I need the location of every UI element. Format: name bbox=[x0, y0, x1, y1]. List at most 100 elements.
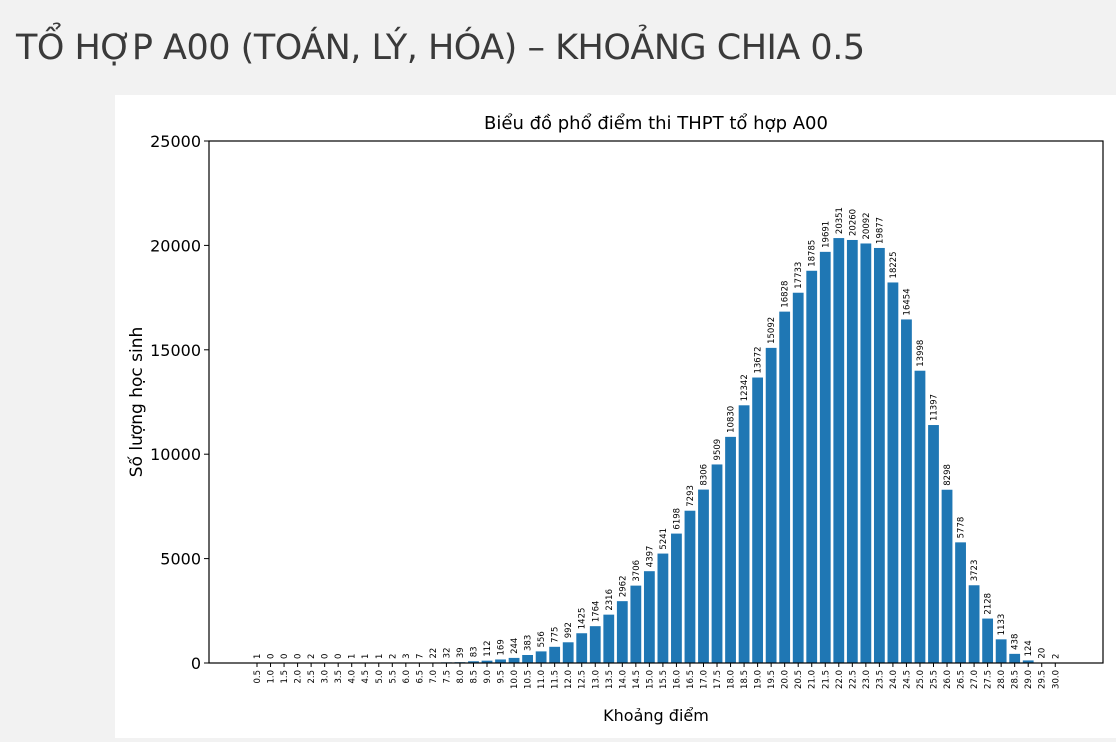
y-tick-label: 15000 bbox=[150, 341, 201, 360]
x-tick-label: 13.5 bbox=[605, 670, 615, 689]
bar bbox=[820, 252, 831, 663]
bar-value-label: 0 bbox=[280, 654, 290, 659]
x-tick-label: 10.0 bbox=[510, 670, 520, 689]
x-tick-label: 1.5 bbox=[280, 670, 290, 684]
x-tick-label: 5.0 bbox=[375, 670, 385, 684]
x-tick-label: 12.0 bbox=[564, 670, 574, 689]
x-tick-label: 15.0 bbox=[645, 670, 655, 689]
x-tick-label: 0.5 bbox=[253, 670, 263, 684]
bar-value-label: 16828 bbox=[781, 281, 791, 308]
bar-value-label: 3723 bbox=[970, 560, 980, 582]
x-tick-label: 24.5 bbox=[902, 670, 912, 689]
bar-value-label: 0 bbox=[334, 654, 344, 659]
bar-value-label: 6198 bbox=[672, 508, 682, 530]
bar-value-label: 0 bbox=[321, 654, 331, 659]
bar bbox=[1009, 654, 1020, 663]
bar-value-label: 5241 bbox=[659, 528, 669, 550]
bar bbox=[779, 312, 790, 663]
x-tick-label: 17.5 bbox=[713, 670, 723, 689]
x-tick-label: 21.5 bbox=[821, 670, 831, 689]
x-tick-label: 11.0 bbox=[537, 670, 547, 689]
x-tick-label: 9.5 bbox=[497, 670, 507, 684]
bar bbox=[860, 243, 871, 663]
bar bbox=[712, 464, 723, 663]
slide-title: TỔ HỢP A00 (TOÁN, LÝ, HÓA) – KHOẢNG CHIA… bbox=[16, 28, 865, 68]
x-tick-label: 10.5 bbox=[524, 670, 534, 689]
bar-value-label: 1 bbox=[375, 654, 385, 659]
bar bbox=[644, 571, 655, 663]
x-tick-label: 20.0 bbox=[781, 670, 791, 689]
bar-value-label: 1425 bbox=[578, 608, 588, 630]
bar bbox=[996, 639, 1007, 663]
bar-value-label: 8306 bbox=[699, 464, 709, 486]
bar-value-label: 3 bbox=[402, 654, 412, 659]
x-tick-label: 19.0 bbox=[754, 670, 764, 689]
x-tick-label: 8.0 bbox=[456, 670, 466, 684]
x-tick-label: 17.0 bbox=[699, 670, 709, 689]
bar bbox=[793, 293, 804, 663]
bar-value-label: 4397 bbox=[645, 546, 655, 568]
bar-value-label: 2 bbox=[1051, 654, 1061, 659]
x-tick-label: 13.0 bbox=[591, 670, 601, 689]
bar-value-label: 169 bbox=[497, 639, 507, 655]
y-tick-label: 10000 bbox=[150, 445, 201, 464]
bar-value-label: 124 bbox=[1024, 640, 1034, 656]
bar-value-label: 18225 bbox=[889, 251, 899, 278]
bar bbox=[536, 651, 547, 663]
bar bbox=[563, 642, 574, 663]
bar bbox=[658, 554, 669, 663]
x-tick-label: 21.0 bbox=[808, 670, 818, 689]
bar bbox=[847, 240, 858, 663]
chart-title: Biểu đồ phổ điểm thi THPT tổ hợp A00 bbox=[484, 113, 828, 134]
bar-value-label: 16454 bbox=[902, 288, 912, 315]
x-tick-label: 5.5 bbox=[388, 670, 398, 684]
x-tick-label: 3.0 bbox=[321, 670, 331, 684]
x-tick-label: 28.5 bbox=[1011, 670, 1021, 689]
bar bbox=[590, 626, 601, 663]
bar bbox=[698, 490, 709, 663]
x-tick-label: 7.0 bbox=[429, 670, 439, 684]
y-tick-label: 5000 bbox=[160, 550, 201, 569]
bar bbox=[630, 586, 641, 663]
bar-value-label: 13672 bbox=[754, 346, 764, 373]
bar-value-label: 20351 bbox=[835, 207, 845, 234]
x-tick-label: 18.5 bbox=[740, 670, 750, 689]
x-tick-label: 12.5 bbox=[578, 670, 588, 689]
bar bbox=[969, 585, 980, 663]
bar-value-label: 438 bbox=[1011, 634, 1021, 650]
bar-value-label: 383 bbox=[524, 635, 534, 651]
x-tick-label: 27.0 bbox=[970, 670, 980, 689]
bar bbox=[603, 615, 614, 663]
x-axis-label: Khoảng điểm bbox=[603, 706, 709, 725]
x-tick-label: 30.0 bbox=[1051, 670, 1061, 689]
bar-value-label: 112 bbox=[483, 640, 493, 656]
bar-value-label: 2 bbox=[388, 654, 398, 659]
bar-chart: Biểu đồ phổ điểm thi THPT tổ hợp A00 0 50… bbox=[115, 95, 1116, 738]
plot-frame bbox=[209, 141, 1103, 663]
bar bbox=[671, 534, 682, 663]
x-tick-label: 25.5 bbox=[930, 670, 940, 689]
x-tick-label: 29.5 bbox=[1038, 670, 1048, 689]
bar bbox=[915, 371, 926, 663]
bar-value-label: 18785 bbox=[808, 240, 818, 267]
x-tick-label: 19.5 bbox=[767, 670, 777, 689]
bar bbox=[549, 647, 560, 663]
bar-value-label: 17733 bbox=[794, 262, 804, 289]
chart-panel: Biểu đồ phổ điểm thi THPT tổ hợp A00 0 50… bbox=[115, 95, 1116, 738]
bar-value-label: 11397 bbox=[930, 394, 940, 421]
bar-value-label: 19877 bbox=[875, 217, 885, 244]
bar-value-label: 2 bbox=[307, 654, 317, 659]
bar bbox=[955, 542, 966, 663]
bar-value-label: 1764 bbox=[591, 601, 601, 623]
x-tick-label: 25.0 bbox=[916, 670, 926, 689]
bar bbox=[617, 601, 628, 663]
bar bbox=[766, 348, 777, 663]
bar-value-label: 775 bbox=[551, 627, 561, 643]
x-tick-label: 14.0 bbox=[618, 670, 628, 689]
bar-value-label: 0 bbox=[267, 654, 277, 659]
bar-value-label: 13998 bbox=[916, 340, 926, 367]
y-tick-label: 20000 bbox=[150, 236, 201, 255]
